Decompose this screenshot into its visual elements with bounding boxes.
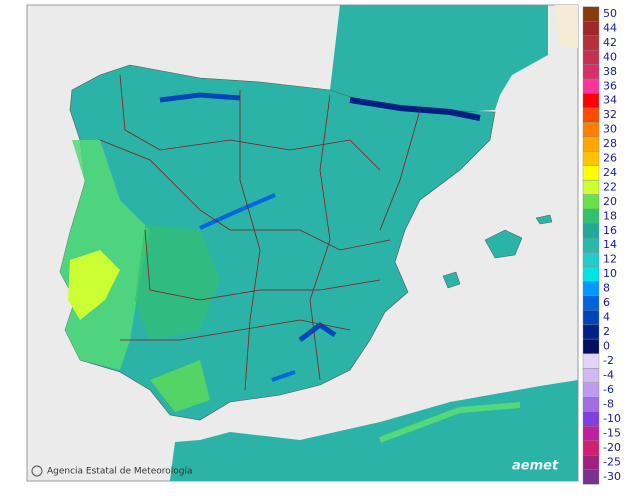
legend-swatch xyxy=(582,295,600,311)
legend-label: 26 xyxy=(603,152,617,165)
legend-label: -15 xyxy=(603,427,621,440)
legend-label: 14 xyxy=(603,238,617,251)
southwest-zone xyxy=(135,225,220,340)
legend-label: 24 xyxy=(603,166,617,179)
legend-swatch xyxy=(582,223,600,239)
legend-swatch xyxy=(582,353,600,369)
legend-swatch xyxy=(582,136,600,152)
legend-swatch xyxy=(582,397,600,412)
legend-label: 10 xyxy=(603,267,617,280)
legend-swatch xyxy=(582,165,600,181)
legend-label: 42 xyxy=(603,36,617,49)
credit-text: Agencia Estatal de Meteorología xyxy=(47,467,193,477)
legend-label: 34 xyxy=(603,94,617,107)
logo-text: aemet xyxy=(512,459,559,474)
legend-label: 4 xyxy=(603,310,610,323)
legend-label: -2 xyxy=(603,354,614,367)
legend-label: 22 xyxy=(603,180,617,193)
legend-swatch xyxy=(582,411,600,427)
legend-swatch xyxy=(582,151,600,166)
cantabrian-range xyxy=(159,92,241,103)
legend-label: 30 xyxy=(603,123,617,136)
legend-label: 44 xyxy=(603,21,617,34)
legend-swatch xyxy=(582,455,600,470)
pyrenees xyxy=(349,97,481,121)
legend-label: 18 xyxy=(603,209,617,222)
legend-swatch xyxy=(582,237,600,253)
legend-swatch xyxy=(582,93,600,109)
mallorca xyxy=(484,229,523,259)
central-range xyxy=(199,193,276,230)
legend-swatch xyxy=(582,281,600,296)
guadalquivir-zone xyxy=(150,360,210,412)
legend-label: 38 xyxy=(603,65,617,78)
legend-label: -8 xyxy=(603,398,614,411)
legend-swatch xyxy=(582,426,600,441)
legend-label: 6 xyxy=(603,296,610,309)
legend-label: -30 xyxy=(603,470,621,483)
legend-swatch xyxy=(582,21,600,36)
legend-label: 32 xyxy=(603,108,617,121)
legend-swatch xyxy=(582,382,600,398)
menorca xyxy=(535,214,553,225)
legend-label: 28 xyxy=(603,137,617,150)
legend-swatch xyxy=(582,35,600,51)
province-borders xyxy=(99,74,421,391)
southern-range xyxy=(271,370,296,382)
legend-label: 8 xyxy=(603,282,610,295)
legend-label: 16 xyxy=(603,224,617,237)
legend: 5044424038363432302826242220181614121086… xyxy=(582,6,621,485)
legend-swatch xyxy=(582,179,600,195)
legend-swatch xyxy=(582,338,600,354)
ibiza xyxy=(442,271,461,289)
legend-swatch xyxy=(582,6,600,22)
legend-label: 36 xyxy=(603,79,617,92)
land-outside xyxy=(555,5,578,48)
legend-label: 20 xyxy=(603,195,617,208)
legend-swatch xyxy=(582,122,600,138)
hot-zone xyxy=(68,250,120,320)
legend-swatch xyxy=(582,252,600,268)
legend-label: 50 xyxy=(603,7,617,20)
logo-icon xyxy=(31,465,43,477)
legend-swatch xyxy=(582,208,600,224)
north-africa xyxy=(170,380,578,481)
africa-warm-zone xyxy=(378,402,521,443)
sierra-nevada xyxy=(298,321,337,342)
france-region xyxy=(330,5,548,112)
legend-label: 40 xyxy=(603,50,617,63)
legend-label: -25 xyxy=(603,456,621,469)
legend-label: 0 xyxy=(603,339,610,352)
legend-label: -4 xyxy=(603,369,614,382)
legend-swatch xyxy=(582,310,600,325)
legend-label: 12 xyxy=(603,253,617,266)
legend-label: -6 xyxy=(603,383,614,396)
legend-swatch xyxy=(582,78,600,94)
legend-swatch xyxy=(582,266,600,282)
legend-swatch xyxy=(582,194,600,210)
legend-swatch xyxy=(582,107,600,123)
legend-label: -10 xyxy=(603,412,621,425)
legend-swatch xyxy=(582,368,600,383)
legend-label: -20 xyxy=(603,441,621,454)
legend-swatch xyxy=(582,324,600,340)
legend-swatch xyxy=(582,469,600,485)
legend-swatch xyxy=(582,440,600,456)
legend-swatch xyxy=(582,64,600,80)
legend-label: 2 xyxy=(603,325,610,338)
legend-swatch xyxy=(582,49,600,65)
